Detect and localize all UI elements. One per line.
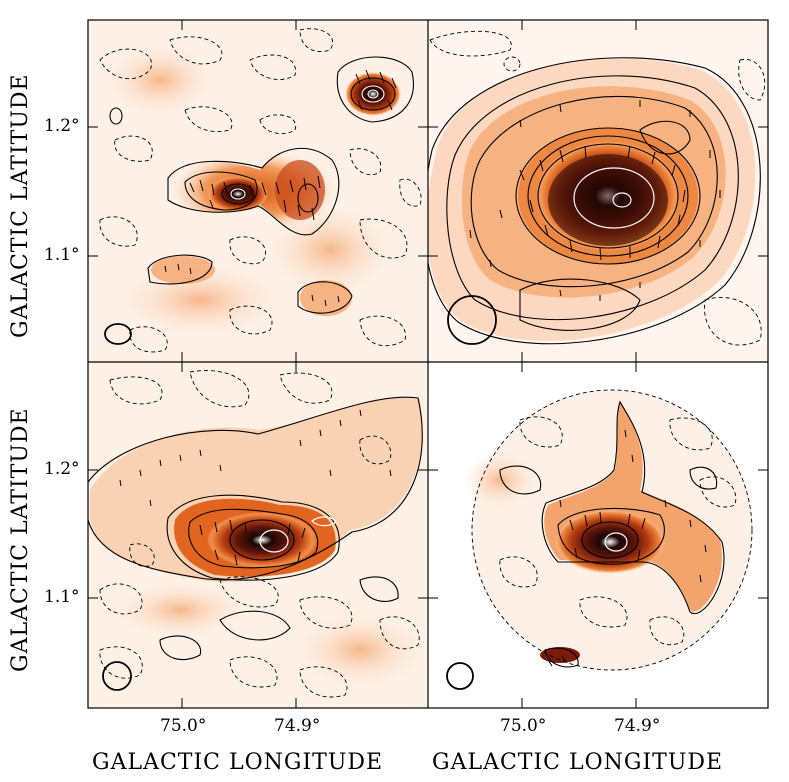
axis-ticks <box>88 20 768 708</box>
x-axis-title: GALACTIC LONGITUDE <box>432 750 724 775</box>
y-tick-label: 1.2° <box>44 116 80 136</box>
x-tick-label: 75.0° <box>160 716 207 736</box>
y-axis-title: GALACTIC LATITUDE <box>8 73 33 338</box>
x-tick-label: 74.9° <box>614 716 661 736</box>
beam-circle-icon <box>447 295 497 345</box>
x-axis-title: GALACTIC LONGITUDE <box>92 750 384 775</box>
beam-circle-icon <box>102 661 132 691</box>
panel-bottom-right <box>428 362 768 708</box>
y-tick-label: 1.1° <box>44 587 80 607</box>
panel-top-right <box>428 20 768 362</box>
y-axis-title: GALACTIC LATITUDE <box>8 407 33 672</box>
x-tick-label: 75.0° <box>500 716 547 736</box>
panel-frames <box>87 19 769 709</box>
beam-ellipse-icon <box>104 323 132 345</box>
panel-bottom-left <box>88 362 428 708</box>
y-tick-label: 1.2° <box>44 459 80 479</box>
panel-top-left <box>88 20 428 362</box>
beam-circle-icon <box>446 662 474 690</box>
y-tick-label: 1.1° <box>44 245 80 265</box>
x-tick-label: 74.9° <box>274 716 321 736</box>
